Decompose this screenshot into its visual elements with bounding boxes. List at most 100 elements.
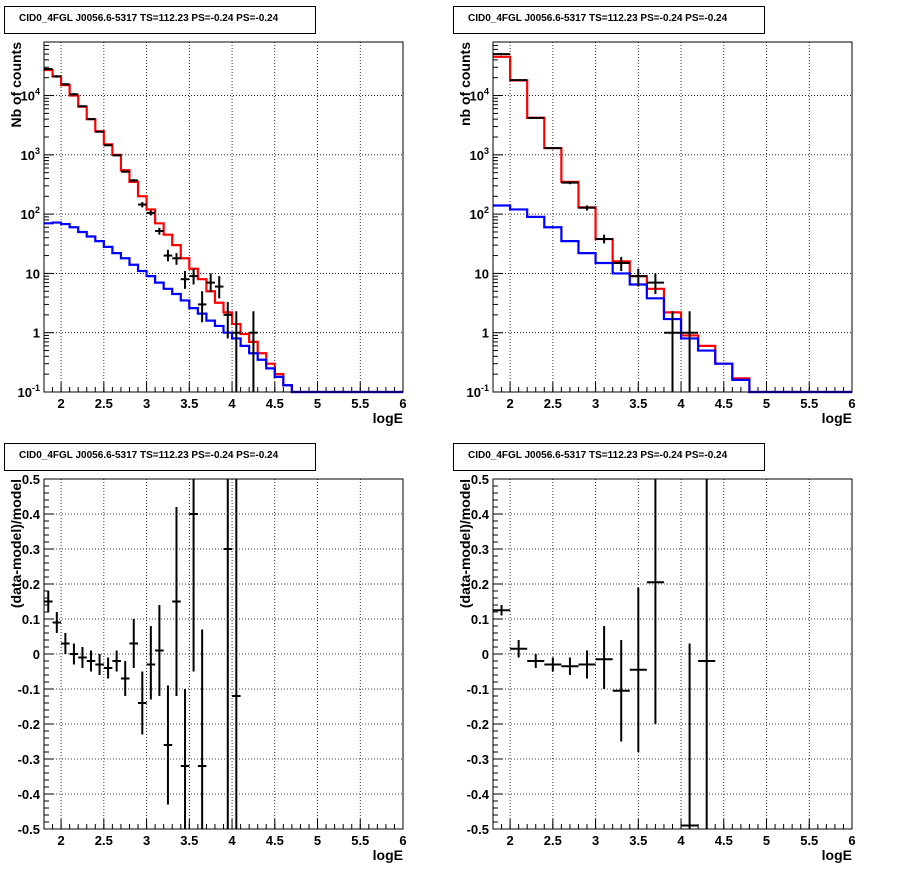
data-point [681,311,699,392]
data-point [103,657,113,679]
data-point [52,612,62,633]
x-tick-label: 3 [592,833,599,848]
x-axis-label: logE [373,847,403,863]
data-point [214,276,224,299]
data-point [249,311,258,392]
data-point [138,671,147,735]
data-point [197,629,207,829]
y-tick-label: -0.1 [467,682,489,697]
y-tick-label: -0.2 [467,717,489,732]
data-point [197,291,207,323]
data-point [180,270,190,289]
y-tick-label: 0.5 [471,472,489,487]
x-tick-label: 6 [848,396,855,411]
data-point [629,268,647,287]
x-tick-label: 2.5 [544,833,562,848]
data-point [510,640,528,658]
data-point [612,640,630,742]
x-axis-label: logE [822,410,852,426]
data-point [146,626,156,700]
x-axis-label: logE [373,410,403,426]
data-point [78,105,87,108]
data-point [646,479,664,724]
y-tick-label: 1 [33,326,40,341]
x-tick-label: 4 [677,396,685,411]
data-point [232,311,241,392]
data-point [561,181,579,185]
data-point [44,68,53,71]
data-point [180,689,190,829]
data-point [163,685,173,805]
y-tick-label: 1 [482,326,489,341]
plot-frame [492,41,853,393]
x-tick-label: 5.5 [800,396,818,411]
data-point [103,144,113,147]
data-point [61,83,70,86]
panel-residuals-right: 2 2.5 3 3.5 4 4.5 5 5.5 6 -0.5 -0.4 -0.3 -0.2 -0.1 0 0.… [449,437,898,875]
y-tick-label: 10 [26,266,40,281]
x-tick-label: 5.5 [351,396,369,411]
x-tick-label: 2 [57,833,64,848]
data-point [120,661,130,696]
x-tick-label: 4 [677,833,685,848]
x-tick-label: 5 [763,833,770,848]
x-tick-label: 6 [399,396,406,411]
y-tick-label: -0.2 [18,717,40,732]
y-tick-label: -0.3 [467,752,489,767]
y-tick-label: -0.4 [467,787,490,802]
y-axis-label: Nb of counts [8,42,24,128]
x-tick-label: 5.5 [351,833,369,848]
y-tick-label: -0.3 [18,752,40,767]
x-tick-label: 2 [506,833,513,848]
y-tick-label: 104 [21,87,40,104]
data-point [112,154,121,157]
data-point [172,507,181,696]
x-tick-label: 3.5 [180,396,198,411]
x-tick-label: 5 [314,396,321,411]
data-point [129,179,139,182]
data-point [86,118,96,121]
data-point [172,253,181,265]
data-point [681,643,699,829]
data-point [112,650,121,672]
plot-frame [43,41,404,393]
x-tick-label: 4.5 [266,396,284,411]
chart-residuals-left: 2 2.5 3 3.5 4 4.5 5 5.5 6 -0.5 -0.4 -0.3 -0.2 -0.1 0 0.… [8,472,407,863]
data-point [612,256,630,271]
x-tick-label: 5 [314,833,321,848]
y-tick-label: 0.1 [471,612,489,627]
model-total-line [44,68,403,394]
x-tick-label: 6 [399,833,406,848]
y-axis-label: (data-model)/model [457,479,473,608]
data-point [698,479,716,829]
chart-title: CID0_4FGL J0056.6-5317 TS=112.23 PS=-0.2… [4,6,316,34]
data-point [95,654,104,675]
data-point [510,79,528,82]
data-point [120,170,130,173]
y-tick-label: -0.5 [467,822,489,837]
y-tick-label: 0.2 [22,577,40,592]
y-tick-label: 0.4 [471,507,490,522]
data-point [155,227,164,235]
data-point [155,605,164,696]
y-tick-label: 0 [33,647,40,662]
data-point [493,605,511,616]
data-point [629,587,647,752]
data-point [223,301,233,339]
y-tick-label: 0.4 [22,507,41,522]
y-tick-label: 102 [470,205,489,222]
x-tick-label: 4.5 [266,833,284,848]
data-point [646,273,664,294]
chart-title: CID0_4FGL J0056.6-5317 TS=112.23 PS=-0.2… [4,443,316,471]
plot-frame [43,478,404,830]
y-tick-label: 0.1 [22,612,40,627]
x-tick-label: 5.5 [800,833,818,848]
data-point [146,210,156,216]
y-tick-label: 103 [21,146,40,163]
data-point [223,479,233,829]
data-point [189,479,198,672]
data-point [189,268,198,285]
y-tick-label: 10-1 [18,383,40,400]
chart-title: CID0_4FGL J0056.6-5317 TS=112.23 PS=-0.2… [453,443,765,471]
x-tick-label: 3 [143,833,150,848]
